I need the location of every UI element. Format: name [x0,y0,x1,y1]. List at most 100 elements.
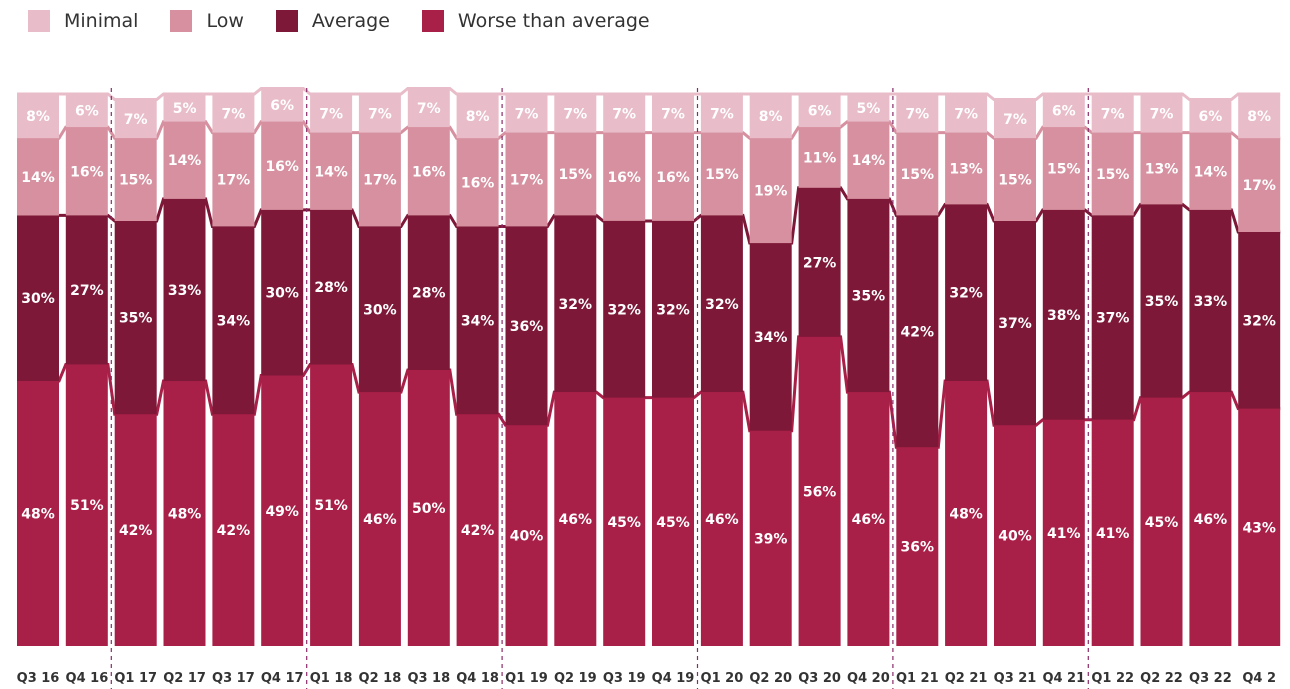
bar-segment-low [700,132,743,216]
x-tick-label: Q1 20 [701,671,744,686]
data-label-average: 32% [607,302,641,318]
bar-segment-average [652,221,694,398]
data-label-average: 42% [901,324,935,340]
bar-segment-worse-than-average [798,336,841,646]
data-label-worse-than-average: 42% [119,523,153,539]
bar-segment-average [847,198,890,393]
bar-segment-minimal [652,94,694,133]
bar-segment-low [554,132,597,216]
bar-segment-worse-than-average [114,414,157,646]
data-label-minimal: 7% [515,106,539,122]
data-label-minimal: 7% [124,112,148,128]
data-label-minimal: 8% [759,109,783,125]
bar-segment-minimal [700,94,743,133]
bar-segment-minimal [945,94,988,133]
x-tick-label: Q4 20 [847,671,890,686]
x-tick-label: Q1 19 [505,671,548,686]
data-label-worse-than-average: 56% [803,484,837,500]
data-label-worse-than-average: 42% [217,523,251,539]
data-label-average: 28% [314,280,348,296]
data-label-low: 16% [607,170,641,186]
data-label-worse-than-average: 36% [901,540,935,556]
data-label-worse-than-average: 51% [314,498,348,514]
data-label-low: 16% [656,170,690,186]
data-label-minimal: 7% [954,106,978,122]
data-label-low: 13% [1145,162,1179,178]
data-label-minimal: 7% [710,106,734,122]
bar-segment-worse-than-average [945,381,988,646]
data-label-worse-than-average: 39% [754,531,788,547]
data-label-minimal: 6% [270,98,294,114]
bar-segment-minimal [505,94,548,133]
data-label-low: 14% [852,153,886,169]
legend-swatch-low [170,10,193,32]
data-label-minimal: 7% [319,106,343,122]
bar-segment-worse-than-average [310,364,353,646]
bar-segment-average [261,209,304,376]
chart-legend: Minimal Low Average Worse than average [28,10,682,32]
legend-item-worse-than-average: Worse than average [421,10,650,32]
bar-segment-low [114,138,157,221]
data-label-minimal: 7% [1003,112,1027,128]
data-label-low: 15% [998,173,1032,189]
bar-segment-low [896,132,939,216]
data-label-low: 14% [1194,164,1228,180]
bar-segment-low [65,127,108,216]
data-label-average: 30% [21,291,55,307]
data-label-low: 14% [314,164,348,180]
bar-segment-minimal [17,94,59,139]
legend-swatch-minimal [28,10,50,32]
bar-segment-worse-than-average [1238,408,1281,646]
data-label-average: 38% [1047,308,1081,324]
bar-segment-average [1091,215,1134,420]
x-tick-label: Q4 21 [1042,671,1085,686]
data-label-low: 16% [70,164,104,180]
bar-segment-worse-than-average [456,414,499,646]
legend-label-average: Average [311,10,390,32]
bar-segment-minimal [1140,94,1183,133]
data-label-minimal: 7% [417,101,441,117]
data-label-worse-than-average: 50% [412,501,446,517]
data-label-worse-than-average: 48% [21,507,55,523]
x-tick-label: Q1 22 [1091,671,1134,686]
data-label-low: 17% [363,173,397,189]
x-tick-label: Q2 17 [163,671,206,686]
bar-segment-worse-than-average [847,392,890,646]
data-label-low: 11% [803,151,837,167]
data-label-average: 30% [265,286,299,302]
bar-segment-minimal [65,94,108,128]
bar-segment-low [358,132,401,227]
bar-segment-minimal [310,94,353,133]
bar-segment-minimal [212,94,255,133]
data-label-minimal: 7% [1101,106,1125,122]
bar-segment-low [505,132,548,227]
bar-segment-worse-than-average [407,370,450,646]
data-label-low: 16% [265,159,299,175]
bar-segment-low [945,132,988,205]
data-label-minimal: 6% [808,104,832,120]
bar-segment-low [212,132,255,227]
data-label-low: 15% [119,173,153,189]
data-label-average: 32% [1242,313,1276,329]
data-label-average: 32% [705,297,739,313]
data-label-average: 35% [1145,294,1179,310]
bar-segment-average [798,187,841,337]
bar-segment-minimal [358,94,401,133]
bar-segment-average [310,209,353,365]
data-label-average: 37% [1096,311,1130,327]
bar-segment-average [358,226,401,393]
x-tick-label: Q4 17 [261,671,304,686]
bar-segment-worse-than-average [17,381,59,646]
bar-segment-low [261,121,304,210]
data-label-minimal: 7% [563,106,587,122]
data-label-average: 27% [70,283,104,299]
data-label-minimal: 7% [1150,106,1174,122]
bar-segment-worse-than-average [212,414,255,646]
data-label-minimal: 6% [1199,109,1223,125]
data-label-low: 15% [559,167,593,183]
bar-segment-minimal [114,99,157,139]
bar-segment-minimal [456,94,499,139]
legend-item-low: Low [170,10,244,32]
bar-segment-average [114,221,157,415]
data-label-average: 34% [754,330,788,346]
